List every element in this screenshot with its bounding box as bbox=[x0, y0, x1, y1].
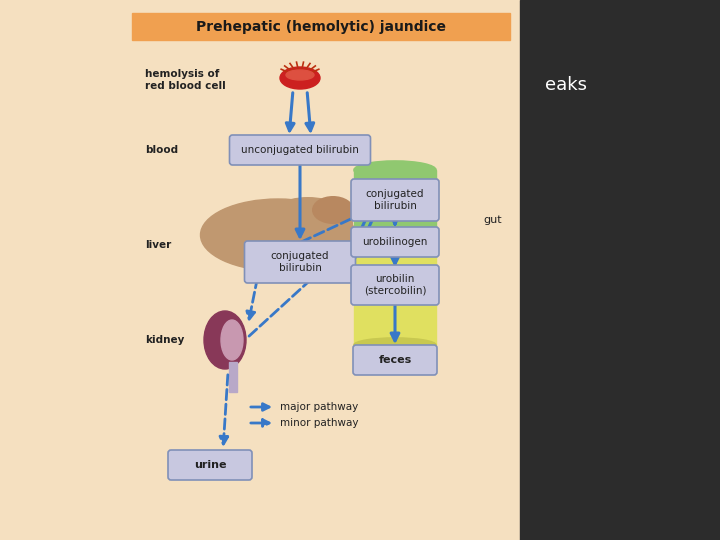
Text: liver: liver bbox=[145, 240, 171, 250]
Ellipse shape bbox=[221, 320, 243, 360]
FancyBboxPatch shape bbox=[353, 345, 437, 375]
Ellipse shape bbox=[204, 311, 246, 369]
Bar bbox=[132, 13, 510, 525]
Bar bbox=[354, 170, 436, 249]
Text: conjugated
bilirubin: conjugated bilirubin bbox=[366, 189, 424, 211]
Bar bbox=[520, 0, 720, 540]
Text: feces: feces bbox=[379, 355, 412, 365]
FancyBboxPatch shape bbox=[351, 265, 439, 305]
Ellipse shape bbox=[200, 199, 356, 271]
Text: hemolysis of
red blood cell: hemolysis of red blood cell bbox=[145, 69, 226, 91]
Bar bbox=[132, 13, 510, 40]
Ellipse shape bbox=[312, 196, 354, 224]
Text: urobilin
(stercobilin): urobilin (stercobilin) bbox=[364, 274, 426, 296]
FancyBboxPatch shape bbox=[168, 450, 252, 480]
Text: major pathway: major pathway bbox=[280, 402, 359, 412]
Text: unconjugated bilirubin: unconjugated bilirubin bbox=[241, 145, 359, 155]
Text: urine: urine bbox=[194, 460, 226, 470]
Ellipse shape bbox=[354, 161, 436, 179]
Text: Prehepatic (hemolytic) jaundice: Prehepatic (hemolytic) jaundice bbox=[196, 20, 446, 34]
Text: urobilinogen: urobilinogen bbox=[362, 237, 428, 247]
Text: blood: blood bbox=[145, 145, 178, 155]
FancyBboxPatch shape bbox=[351, 179, 439, 221]
FancyBboxPatch shape bbox=[230, 135, 371, 165]
Ellipse shape bbox=[286, 70, 314, 80]
Text: eaks: eaks bbox=[545, 76, 587, 94]
Bar bbox=[354, 170, 436, 345]
FancyBboxPatch shape bbox=[351, 227, 439, 257]
FancyBboxPatch shape bbox=[245, 241, 356, 283]
Ellipse shape bbox=[280, 67, 320, 89]
Text: kidney: kidney bbox=[145, 335, 184, 345]
Bar bbox=[229, 362, 237, 392]
Ellipse shape bbox=[263, 197, 353, 249]
Text: minor pathway: minor pathway bbox=[280, 418, 359, 428]
Ellipse shape bbox=[354, 338, 436, 352]
Text: gut: gut bbox=[483, 215, 502, 225]
Text: conjugated
bilirubin: conjugated bilirubin bbox=[271, 251, 329, 273]
Bar bbox=[354, 249, 436, 345]
